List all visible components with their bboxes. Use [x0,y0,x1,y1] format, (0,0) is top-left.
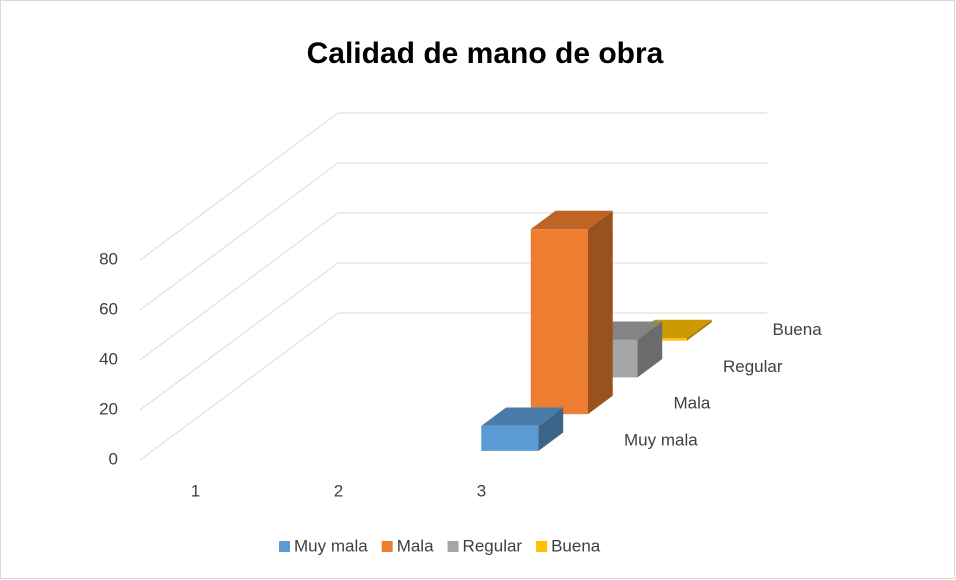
depth-tick-label: Regular [723,357,783,376]
legend-swatch [447,541,459,552]
y-tick-label: 40 [99,349,118,368]
y-tick-label: 80 [99,249,118,268]
bar-front [481,425,539,451]
bar-top [530,210,613,230]
bar-front [530,229,588,415]
grid-line [139,262,339,411]
bar-side [538,407,564,451]
x-tick-label: 3 [477,481,486,500]
legend-swatch [279,541,290,552]
y-tick-label: 20 [99,399,118,418]
y-tick-label: 60 [99,299,118,318]
bar-side [587,210,613,415]
legend-label: Muy mala [294,536,368,555]
x-tick-label: 2 [334,481,343,500]
depth-tick-label: Mala [674,394,711,413]
bar-side [637,321,663,378]
y-tick-label: 0 [109,449,118,468]
bar [530,210,613,415]
legend-label: Regular [463,536,523,555]
depth-tick-label: Buena [773,320,823,339]
legend-label: Buena [551,536,601,555]
grid-line [139,212,339,361]
grid-line [139,162,339,311]
depth-tick-label: Muy mala [624,430,698,449]
legend-swatch [536,541,548,552]
bar-side [686,319,712,341]
grid-line [139,112,339,261]
bar [481,407,564,451]
bar-top [481,407,564,426]
chart-title: Calidad de mano de obra [307,37,664,70]
legend-swatch [381,541,393,552]
x-tick-label: 1 [191,481,200,500]
legend-label: Mala [397,536,434,555]
grid-line [139,312,339,461]
